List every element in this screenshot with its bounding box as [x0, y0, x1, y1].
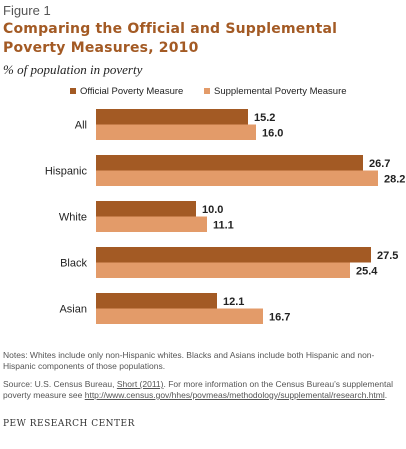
category-label-asian: Asian: [59, 304, 87, 316]
bar-all-supplemental: [96, 125, 256, 141]
value-label-asian-supplemental: 16.7: [269, 312, 290, 324]
category-label-white: White: [59, 212, 87, 224]
bar-hispanic-supplemental: [96, 171, 378, 187]
legend-label-supplemental: Supplemental Poverty Measure: [214, 86, 347, 97]
figure-label: Figure 1: [3, 3, 51, 18]
category-label-hispanic: Hispanic: [45, 166, 88, 178]
source-suffix: .: [385, 390, 387, 400]
source-prefix: Source: U.S. Census Bureau,: [3, 379, 117, 389]
value-label-white-official: 10.0: [202, 204, 223, 216]
notes: Notes: Whites include only non-Hispanic …: [3, 350, 403, 372]
source-link-short[interactable]: Short (2011): [117, 379, 164, 389]
value-label-hispanic-supplemental: 28.2: [384, 174, 405, 186]
value-label-all-official: 15.2: [254, 112, 275, 124]
bar-white-official: [96, 201, 196, 217]
bar-chart: All 15.2 16.0 Hispanic 26.7 28.2 White 10.0 11.1…: [0, 100, 406, 340]
bar-black-official: [96, 247, 371, 263]
value-label-hispanic-official: 26.7: [369, 158, 390, 170]
chart-title: Comparing the Official and Supplemental …: [3, 20, 398, 58]
value-label-white-supplemental: 11.1: [213, 220, 234, 232]
legend-item-official: Official Poverty Measure: [70, 86, 183, 97]
bar-all-official: [96, 109, 248, 125]
category-label-black: Black: [60, 258, 87, 270]
value-label-black-supplemental: 25.4: [356, 266, 378, 278]
value-label-black-official: 27.5: [377, 250, 398, 262]
bar-black-supplemental: [96, 263, 350, 279]
value-label-asian-official: 12.1: [223, 296, 244, 308]
chart-subtitle: % of population in poverty: [3, 62, 142, 78]
bar-hispanic-official: [96, 155, 363, 171]
bar-asian-official: [96, 293, 217, 309]
credit: PEW RESEARCH CENTER: [3, 419, 135, 429]
legend-swatch-supplemental: [204, 88, 210, 94]
legend-label-official: Official Poverty Measure: [80, 86, 183, 97]
source-link-census[interactable]: http://www.census.gov/hhes/povmeas/metho…: [85, 390, 385, 400]
bar-white-supplemental: [96, 217, 207, 233]
source-note: Source: U.S. Census Bureau, Short (2011)…: [3, 379, 403, 401]
legend-swatch-official: [70, 88, 76, 94]
legend-item-supplemental: Supplemental Poverty Measure: [204, 86, 347, 97]
value-label-all-supplemental: 16.0: [262, 128, 283, 140]
category-label-all: All: [75, 120, 87, 132]
bar-asian-supplemental: [96, 309, 263, 325]
